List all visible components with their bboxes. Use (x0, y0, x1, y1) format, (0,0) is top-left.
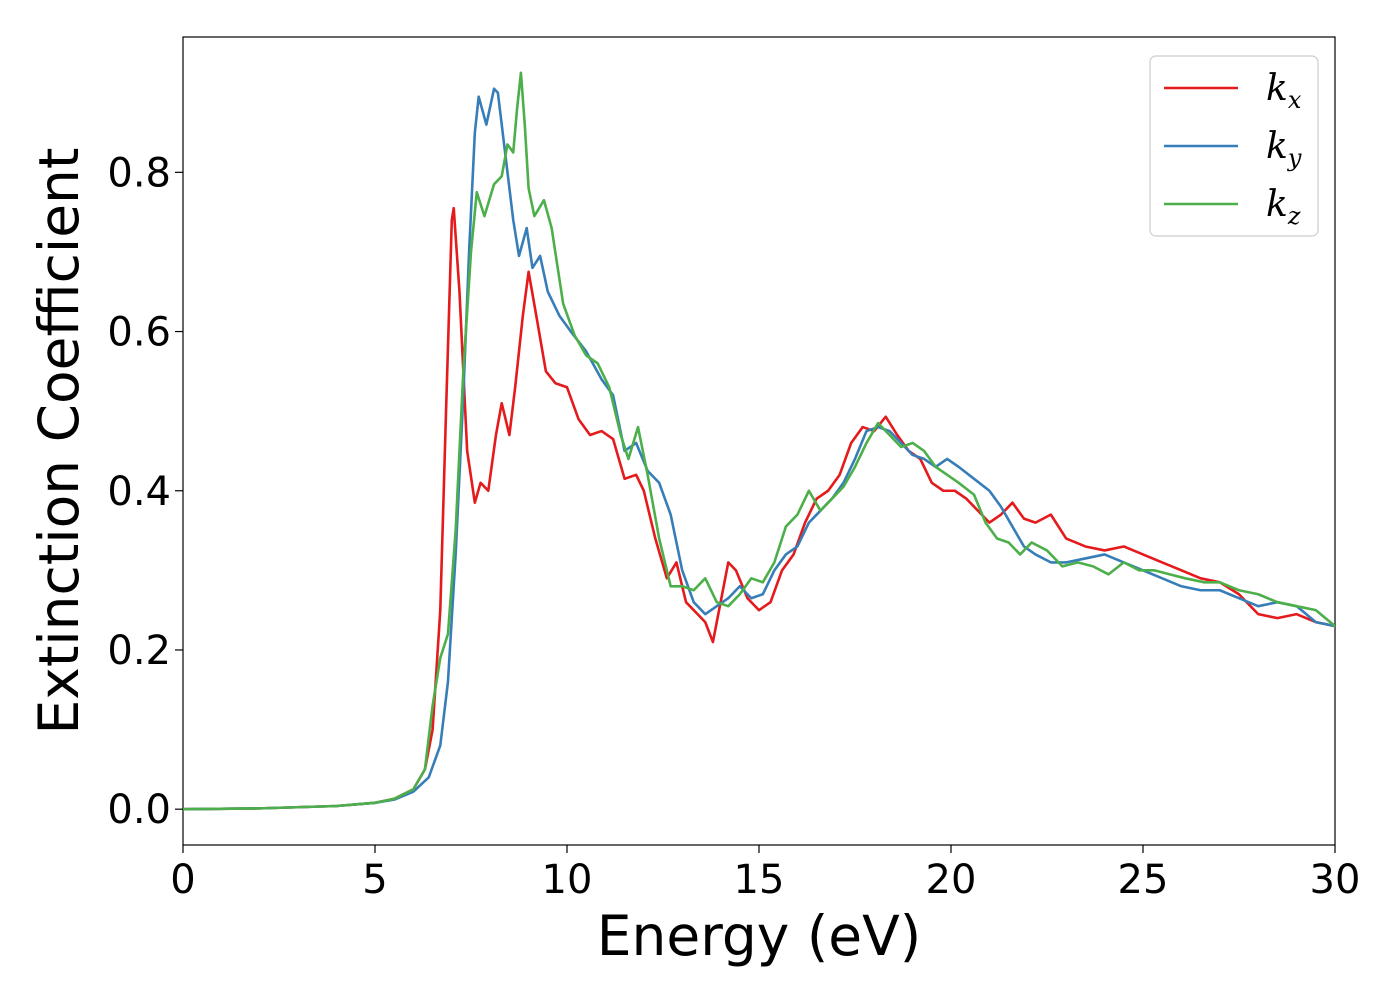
y-tick-label: 0.6 (107, 310, 171, 356)
y-tick-label: 0.2 (107, 628, 171, 674)
x-tick-label: 10 (542, 857, 593, 903)
x-tick-label: 25 (1118, 857, 1169, 903)
series-line-x (183, 206, 1335, 811)
legend-label-main: k (1266, 184, 1288, 225)
x-tick-label: 0 (170, 857, 195, 903)
x-tick-label: 15 (734, 857, 785, 903)
x-axis-ticks: 0 5 10 15 20 25 30 (170, 845, 1360, 903)
legend-label-x: kx (1266, 68, 1302, 114)
x-tick-label: 20 (926, 857, 977, 903)
series-layer (183, 71, 1335, 811)
y-axis-ticks: 0.0 0.2 0.4 0.6 0.8 (107, 150, 183, 833)
legend-label-main: k (1266, 68, 1288, 109)
series-line-z (183, 71, 1335, 811)
y-tick-label: 0.0 (107, 787, 171, 833)
legend-label-sub: x (1288, 86, 1302, 114)
legend-label-z: kz (1266, 184, 1301, 230)
x-tick-label: 5 (362, 857, 387, 903)
y-tick-label: 0.4 (107, 469, 171, 515)
y-axis-label: Extinction Coefficient (27, 148, 91, 735)
legend-label-y: ky (1266, 126, 1302, 172)
legend-label-sub: y (1287, 144, 1302, 172)
legend-label-sub: z (1287, 202, 1301, 230)
series-line-y (183, 87, 1335, 811)
y-tick-label: 0.8 (107, 150, 171, 196)
legend-label-main: k (1266, 126, 1288, 167)
x-axis-label: Energy (eV) (597, 904, 921, 968)
x-tick-label: 30 (1310, 857, 1361, 903)
